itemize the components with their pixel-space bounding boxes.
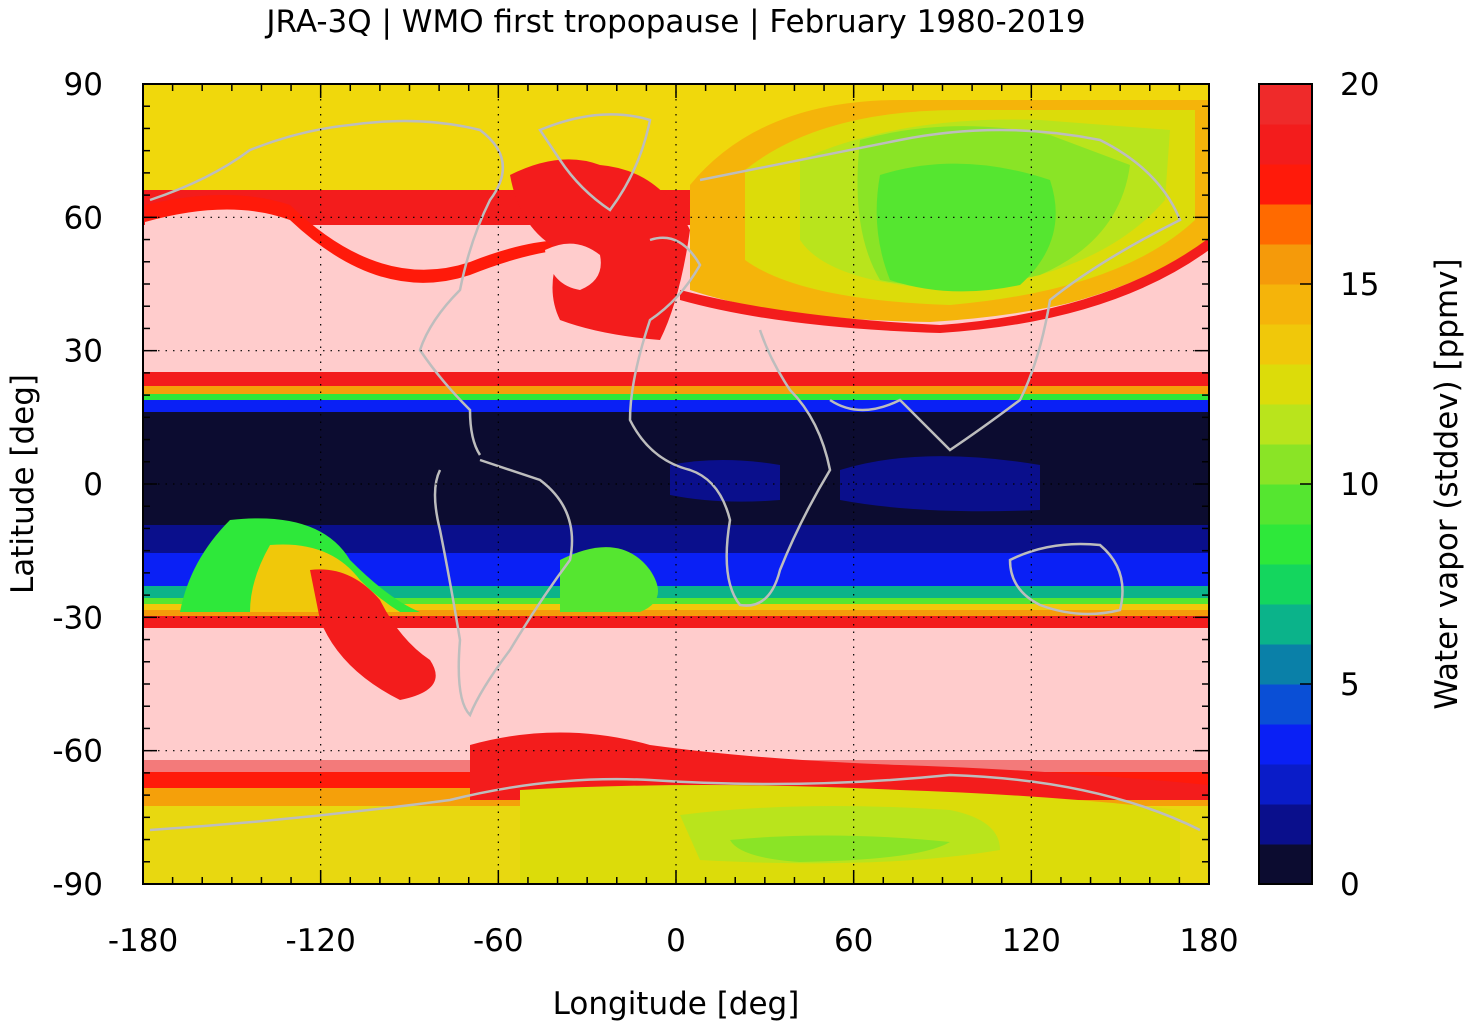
colorbar-swatch — [1259, 204, 1312, 245]
colorbar-swatch — [1259, 404, 1312, 445]
coast-greenland — [538, 113, 652, 212]
region-america-pink — [145, 202, 640, 372]
colorbar-swatch — [1259, 444, 1312, 485]
x-tick-label: -180 — [108, 923, 178, 959]
colorbar-swatch — [1259, 724, 1312, 765]
coast-europe-africa — [628, 236, 832, 607]
colorbar-tick-label: 15 — [1340, 267, 1379, 303]
y-tick-label: 60 — [64, 200, 103, 236]
colorbar-swatch — [1259, 844, 1312, 885]
x-tick-label: 60 — [834, 923, 873, 959]
band-north-edge — [143, 372, 1209, 388]
colorbar-swatch — [1259, 84, 1312, 125]
coast-asia — [699, 128, 1182, 452]
colorbar-swatch — [1259, 364, 1312, 405]
colorbar-swatch — [1259, 324, 1312, 365]
y-axis-label: Latitude [deg] — [5, 374, 41, 594]
y-tick-label: 30 — [64, 334, 103, 370]
colorbar-frame — [1258, 83, 1313, 885]
region-pacific-south-red — [310, 569, 436, 700]
colorbar-tick-label: 0 — [1340, 867, 1360, 903]
colorbar-swatch — [1259, 524, 1312, 565]
colorbar-swatch — [1259, 244, 1312, 285]
colorbar-swatch — [1259, 124, 1312, 165]
colorbar-label: Water vapor (stddev) [ppmv] — [1429, 258, 1465, 709]
region-siberia-red-edge — [680, 238, 1209, 333]
band-north-green — [143, 394, 1209, 402]
region-antarctic-green — [730, 835, 950, 862]
chart-title: JRA-3Q | WMO first tropopause | February… — [264, 4, 1085, 40]
coastlines — [149, 113, 1201, 832]
band-south-yellow — [143, 604, 1209, 612]
x-tick-label: 120 — [1002, 923, 1061, 959]
region-america-red-edge — [145, 195, 560, 283]
region-atlantic-red — [510, 159, 690, 340]
coast-south-america — [433, 458, 574, 718]
x-tick-label: 180 — [1179, 923, 1238, 959]
colorbar-tick-label: 5 — [1340, 667, 1360, 703]
y-tick-label: -90 — [52, 867, 103, 903]
x-axis-label: Longitude [deg] — [553, 986, 800, 1022]
colorbar-tick-label: 20 — [1340, 67, 1379, 103]
region-atlantic-pink-blob — [545, 243, 601, 290]
coast-north-america — [149, 119, 505, 456]
colorbar-swatch — [1259, 764, 1312, 805]
coast-antarctica — [149, 773, 1201, 832]
region-indian-tropical-blue — [840, 456, 1040, 512]
axis-ticks: -180 -120 -60 0 60 120 180 90 60 30 0 -30 -60 -90 — [52, 67, 1238, 959]
y-tick-label: -60 — [52, 734, 103, 770]
region-africa-tropical-blue — [670, 460, 780, 502]
band-south-orange — [143, 610, 1209, 618]
colorbar-swatch — [1259, 604, 1312, 645]
colorbar-tick-label: 10 — [1340, 467, 1379, 503]
x-tick-label: 0 — [666, 923, 686, 959]
colorbar-swatch — [1259, 284, 1312, 325]
region-siberia-pink-south — [680, 240, 1209, 372]
region-south-atlantic-antarctic-red — [470, 732, 1209, 800]
y-tick-label: 0 — [83, 467, 103, 503]
plot-area — [143, 84, 1209, 884]
colorbar-swatch — [1259, 644, 1312, 685]
x-tick-label: -120 — [285, 923, 355, 959]
colorbar-swatch — [1259, 484, 1312, 525]
colorbar-swatch — [1259, 684, 1312, 725]
band-south-red — [143, 616, 1209, 630]
colorbar: 0 5 10 15 20 — [1259, 67, 1379, 903]
colorbar-swatch — [1259, 564, 1312, 605]
band-north-orange — [143, 386, 1209, 396]
region-siberia-darkgreen — [876, 163, 1056, 292]
band-south-cyan — [143, 586, 1209, 600]
coast-australia — [1008, 542, 1124, 616]
x-tick-label: -60 — [473, 923, 524, 959]
colorbar-swatch — [1259, 804, 1312, 845]
y-tick-label: -30 — [52, 600, 103, 636]
colorbar-swatch — [1259, 164, 1312, 205]
grid — [143, 84, 1209, 884]
band-south-pink — [143, 628, 1209, 763]
region-atlantic-south-green — [560, 547, 658, 612]
y-tick-label: 90 — [64, 67, 103, 103]
